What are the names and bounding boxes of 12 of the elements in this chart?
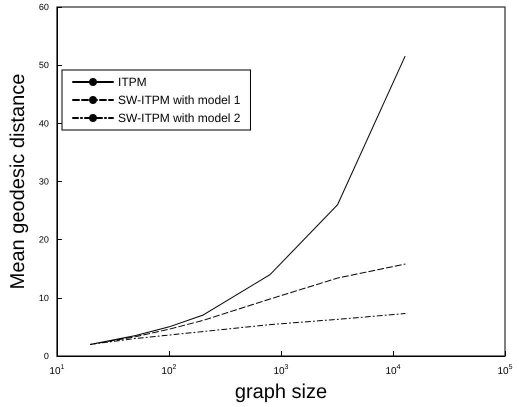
x-axis-title: graph size [234,381,328,403]
y-tick-label: 10 [38,292,49,303]
legend-label: SW-ITPM with model 2 [118,111,241,125]
y-tick-label: 60 [38,2,49,12]
legend-label: SW-ITPM with model 1 [118,93,241,107]
y-tick-label: 20 [38,234,49,245]
y-tick-label: 0 [44,351,49,361]
y-tick-label: 50 [38,60,49,70]
y-tick-label: 40 [38,118,49,128]
legend-label: ITPM [118,75,147,89]
y-axis-title: Mean geodesic distance [7,74,29,290]
y-tick-label: 30 [38,176,49,186]
